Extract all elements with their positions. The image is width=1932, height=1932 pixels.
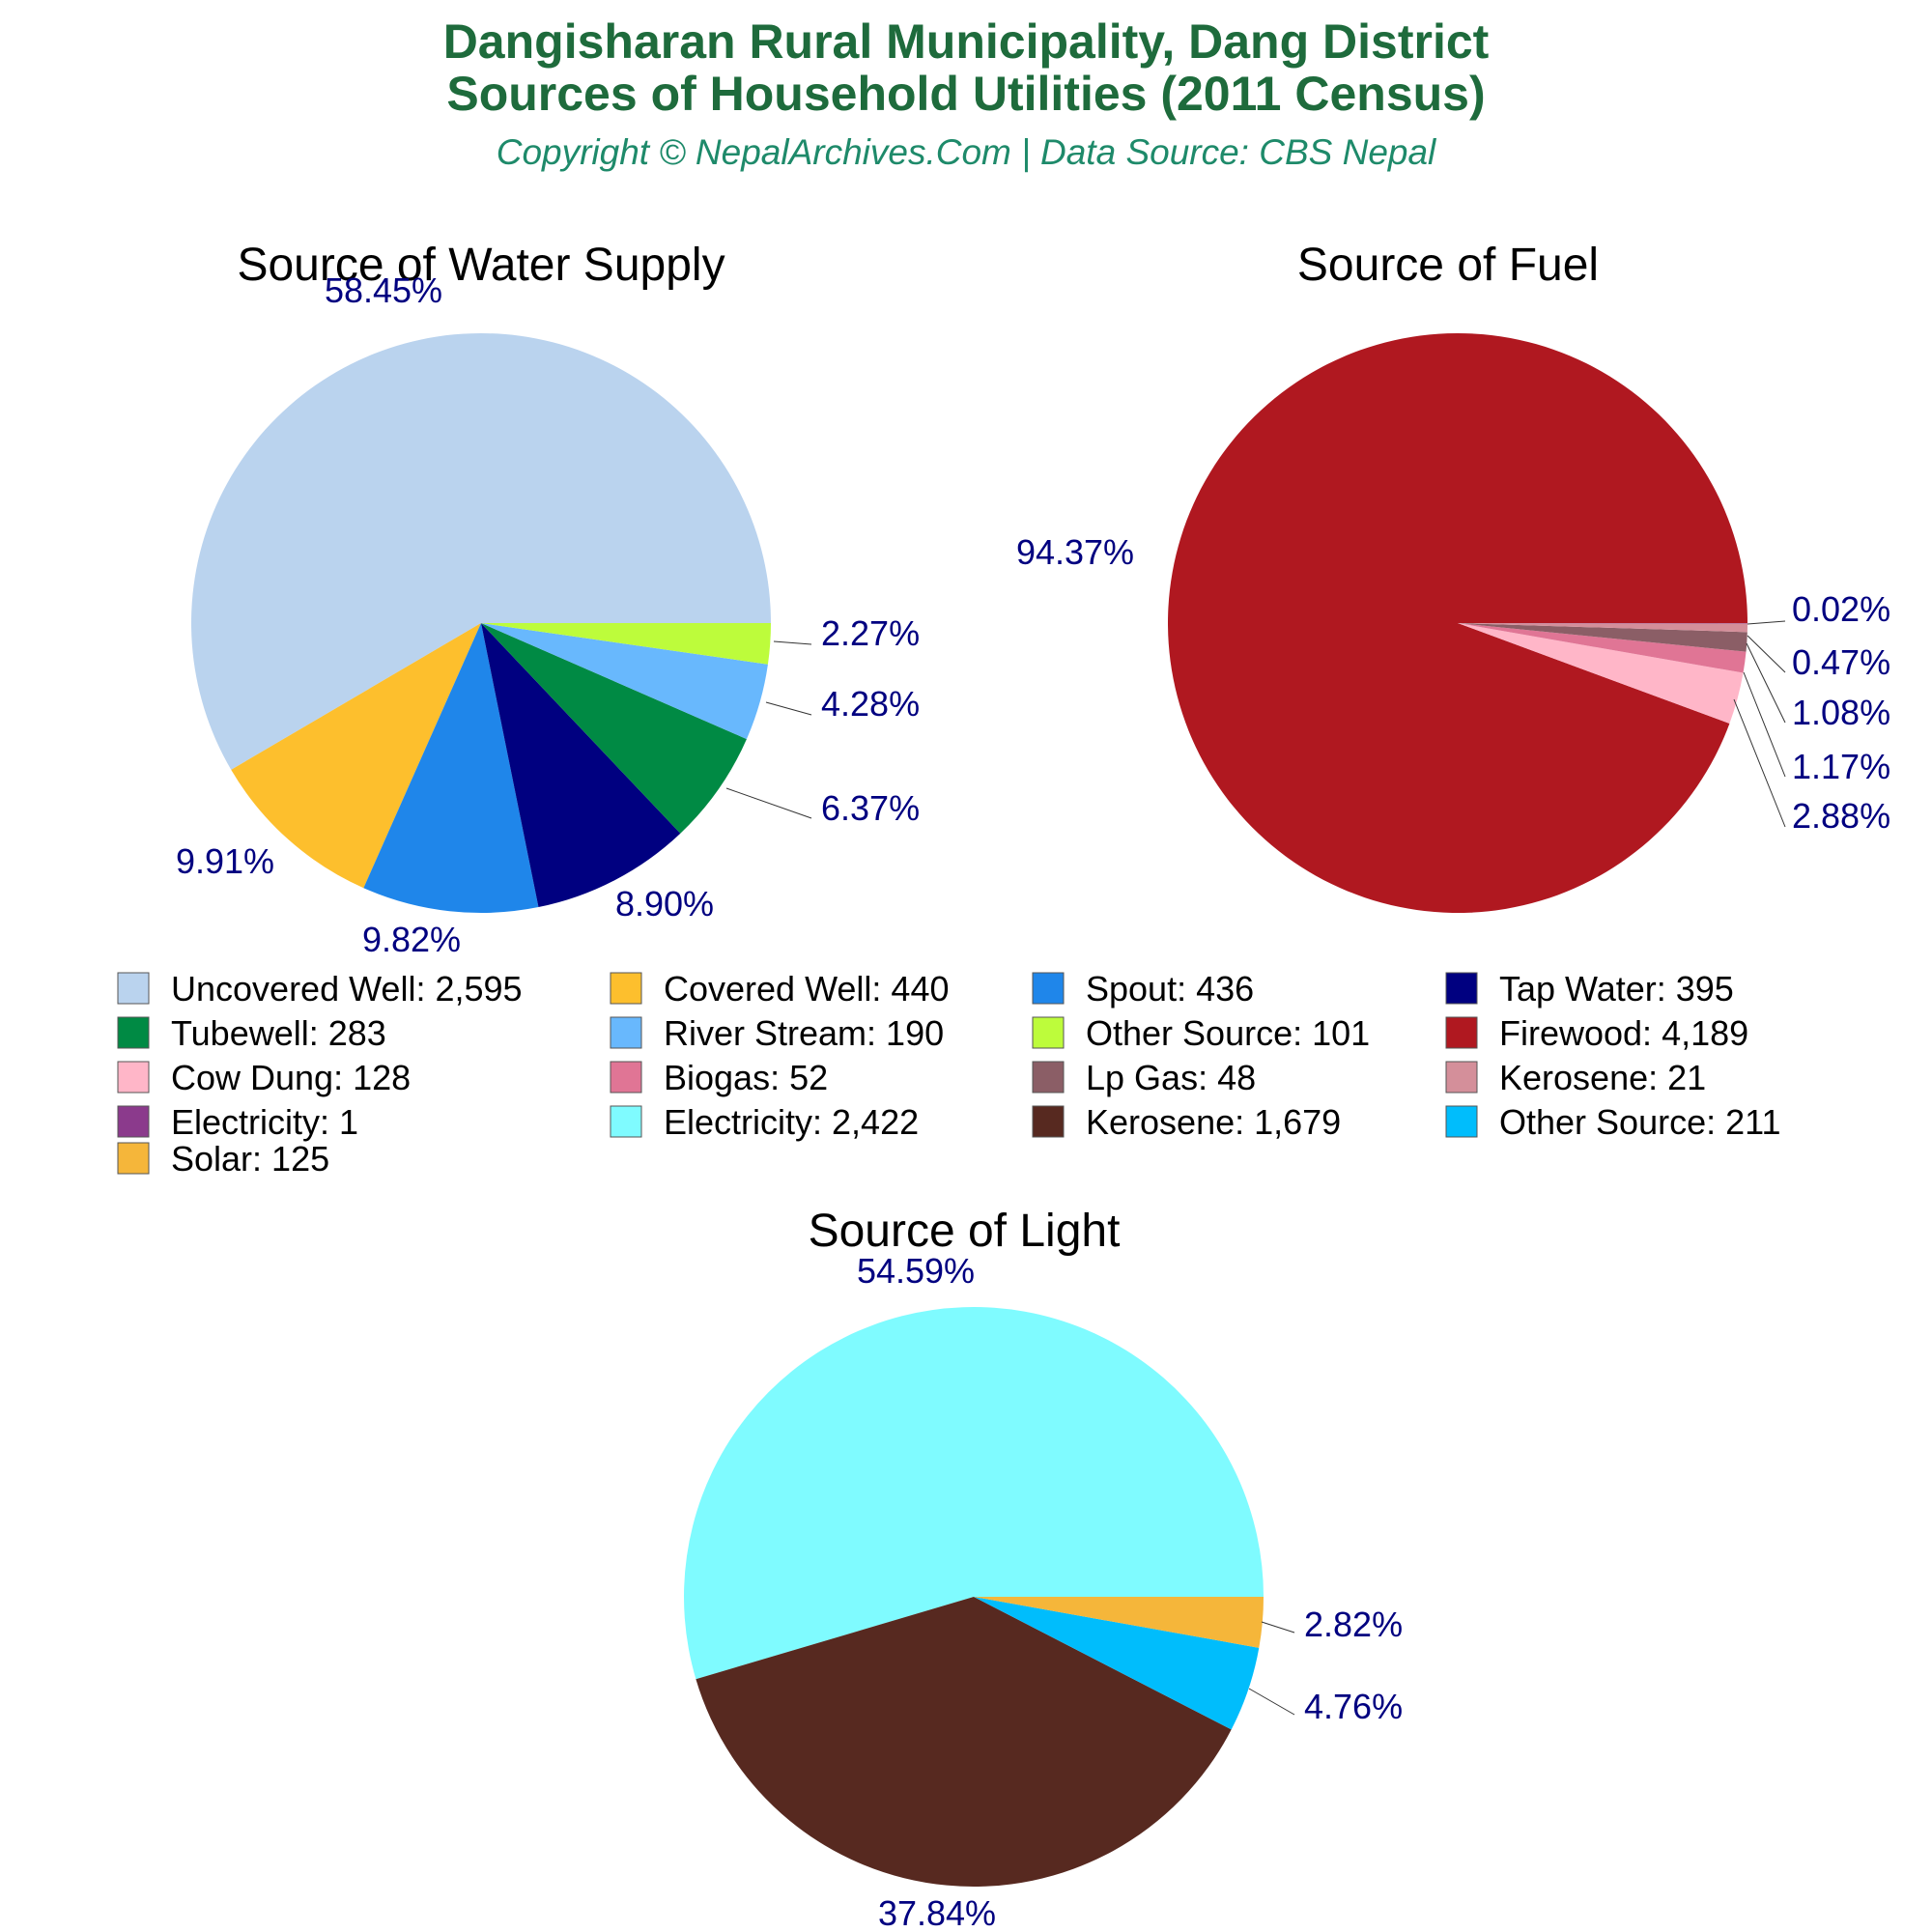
percent-label-fuel-electricity: 0.02%: [1792, 589, 1890, 629]
leader-line-fuel-electricity: [1747, 620, 1786, 625]
pie-slice-water-covered-well: [231, 623, 481, 889]
pie-slice-fuel-kerosene: [1458, 623, 1747, 633]
percent-label-water-other-source: 2.27%: [821, 613, 920, 653]
legend-label-water-river-stream: River Stream: 190: [664, 1013, 944, 1053]
legend-swatch-water-tap-water: [1445, 972, 1478, 1005]
chart-title-line1: Dangisharan Rural Municipality, Dang Dis…: [443, 14, 1490, 69]
pie-slice-fuel-biogas: [1458, 623, 1747, 673]
legend-label-water-tubewell: Tubewell: 283: [171, 1013, 386, 1053]
pie-slice-light-solar: [974, 1597, 1264, 1648]
leader-line-light-other-source: [1248, 1688, 1295, 1716]
legend-label-light-solar: Solar: 125: [171, 1139, 329, 1179]
legend-swatch-water-other-source: [1032, 1016, 1065, 1049]
pie-slice-water-tubewell: [481, 623, 747, 834]
pie-slice-water-uncovered-well: [191, 332, 772, 770]
pie-title-water: Source of Water Supply: [237, 240, 724, 291]
pie-slice-light-kerosene: [696, 1597, 1232, 1888]
percent-label-water-covered-well: 9.91%: [176, 841, 274, 881]
leader-line-light-solar: [1261, 1621, 1295, 1634]
legend-swatch-light-electricity: [610, 1105, 642, 1138]
percent-label-water-tubewell: 6.37%: [821, 788, 920, 828]
pie-slice-fuel-lp-gas: [1458, 623, 1747, 652]
chart-title-line2: Sources of Household Utilities (2011 Cen…: [446, 67, 1485, 121]
pie-slice-light-other-source: [974, 1597, 1260, 1730]
legend-label-fuel-cow-dung: Cow Dung: 128: [171, 1058, 411, 1097]
legend-swatch-fuel-electricity: [117, 1105, 150, 1138]
percent-label-fuel-cow-dung: 2.88%: [1792, 796, 1890, 836]
percent-label-fuel-kerosene: 0.47%: [1792, 642, 1890, 682]
legend: Uncovered Well: 2,595 Covered Well: 440 Sp…: [117, 969, 1781, 1179]
legend-label-light-kerosene: Kerosene: 1,679: [1086, 1102, 1341, 1142]
leader-line-fuel-lp-gas: [1746, 642, 1786, 724]
legend-label-water-uncovered-well: Uncovered Well: 2,595: [171, 969, 523, 1009]
legend-swatch-fuel-biogas: [610, 1061, 642, 1094]
pie-title-fuel: Source of Fuel: [1297, 240, 1599, 291]
percent-label-water-river-stream: 4.28%: [821, 684, 920, 724]
pie-light: 54.59% 37.84% 4.76% 2.82%: [683, 1251, 1403, 1932]
percent-label-light-kerosene: 37.84%: [878, 1893, 996, 1932]
leader-line-water-tubewell: [725, 787, 812, 819]
legend-label-light-other-source: Other Source: 211: [1499, 1102, 1781, 1142]
percent-label-water-uncovered-well: 58.45%: [325, 270, 442, 310]
pie-slice-water-tap-water: [481, 623, 681, 908]
leader-line-water-other-source: [773, 640, 812, 645]
percent-label-light-electricity: 54.59%: [857, 1251, 975, 1291]
percent-label-light-solar: 2.82%: [1304, 1605, 1403, 1644]
legend-label-water-other-source: Other Source: 101: [1086, 1013, 1370, 1053]
pie-water-supply: 58.45% 9.91% 9.82% 8.90% 6.37% 4.28% 2.27%: [176, 270, 920, 959]
legend-swatch-water-covered-well: [610, 972, 642, 1005]
legend-label-water-spout: Spout: 436: [1086, 969, 1254, 1009]
leader-line-water-river-stream: [765, 701, 812, 716]
percent-label-fuel-lp-gas: 1.08%: [1792, 693, 1890, 732]
legend-label-fuel-firewood: Firewood: 4,189: [1499, 1013, 1748, 1053]
percent-label-light-other-source: 4.76%: [1304, 1687, 1403, 1726]
legend-label-fuel-electricity: Electricity: 1: [171, 1102, 358, 1142]
legend-swatch-light-other-source: [1445, 1105, 1478, 1138]
legend-swatch-fuel-firewood: [1445, 1016, 1478, 1049]
pie-slice-water-river-stream: [481, 623, 768, 740]
percent-label-fuel-biogas: 1.17%: [1792, 747, 1890, 786]
legend-label-water-covered-well: Covered Well: 440: [664, 969, 950, 1009]
pie-fuel: 94.37% 2.88% 1.17% 1.08% 0.47% 0.02%: [1016, 332, 1890, 913]
legend-swatch-fuel-cow-dung: [117, 1061, 150, 1094]
legend-swatch-water-river-stream: [610, 1016, 642, 1049]
legend-swatch-water-uncovered-well: [117, 972, 150, 1005]
leader-line-fuel-kerosene: [1747, 635, 1786, 673]
pie-slice-fuel-firewood: [1167, 332, 1747, 913]
chart-subtitle: Copyright © NepalArchives.Com | Data Sou…: [497, 132, 1437, 172]
legend-label-light-electricity: Electricity: 2,422: [664, 1102, 919, 1142]
legend-swatch-water-tubewell: [117, 1016, 150, 1049]
legend-label-water-tap-water: Tap Water: 395: [1499, 969, 1734, 1009]
legend-swatch-fuel-lp-gas: [1032, 1061, 1065, 1094]
legend-swatch-fuel-kerosene: [1445, 1061, 1478, 1094]
pie-slice-water-other-source: [481, 623, 771, 665]
leader-line-fuel-biogas: [1743, 671, 1786, 778]
legend-label-fuel-lp-gas: Lp Gas: 48: [1086, 1058, 1256, 1097]
percent-label-water-tap-water: 8.90%: [615, 884, 714, 923]
leader-line-fuel-cow-dung: [1733, 698, 1786, 828]
legend-label-fuel-kerosene: Kerosene: 21: [1499, 1058, 1706, 1097]
pie-slice-light-electricity: [683, 1307, 1264, 1680]
legend-label-fuel-biogas: Biogas: 52: [664, 1058, 828, 1097]
legend-swatch-light-kerosene: [1032, 1105, 1065, 1138]
legend-swatch-water-spout: [1032, 972, 1065, 1005]
pie-title-light: Source of Light: [809, 1206, 1121, 1257]
pie-slice-water-spout: [363, 623, 539, 914]
legend-swatch-light-solar: [117, 1142, 150, 1175]
percent-label-fuel-firewood: 94.37%: [1016, 532, 1134, 572]
pie-slice-fuel-cow-dung: [1458, 623, 1744, 724]
percent-label-water-spout: 9.82%: [362, 920, 461, 959]
